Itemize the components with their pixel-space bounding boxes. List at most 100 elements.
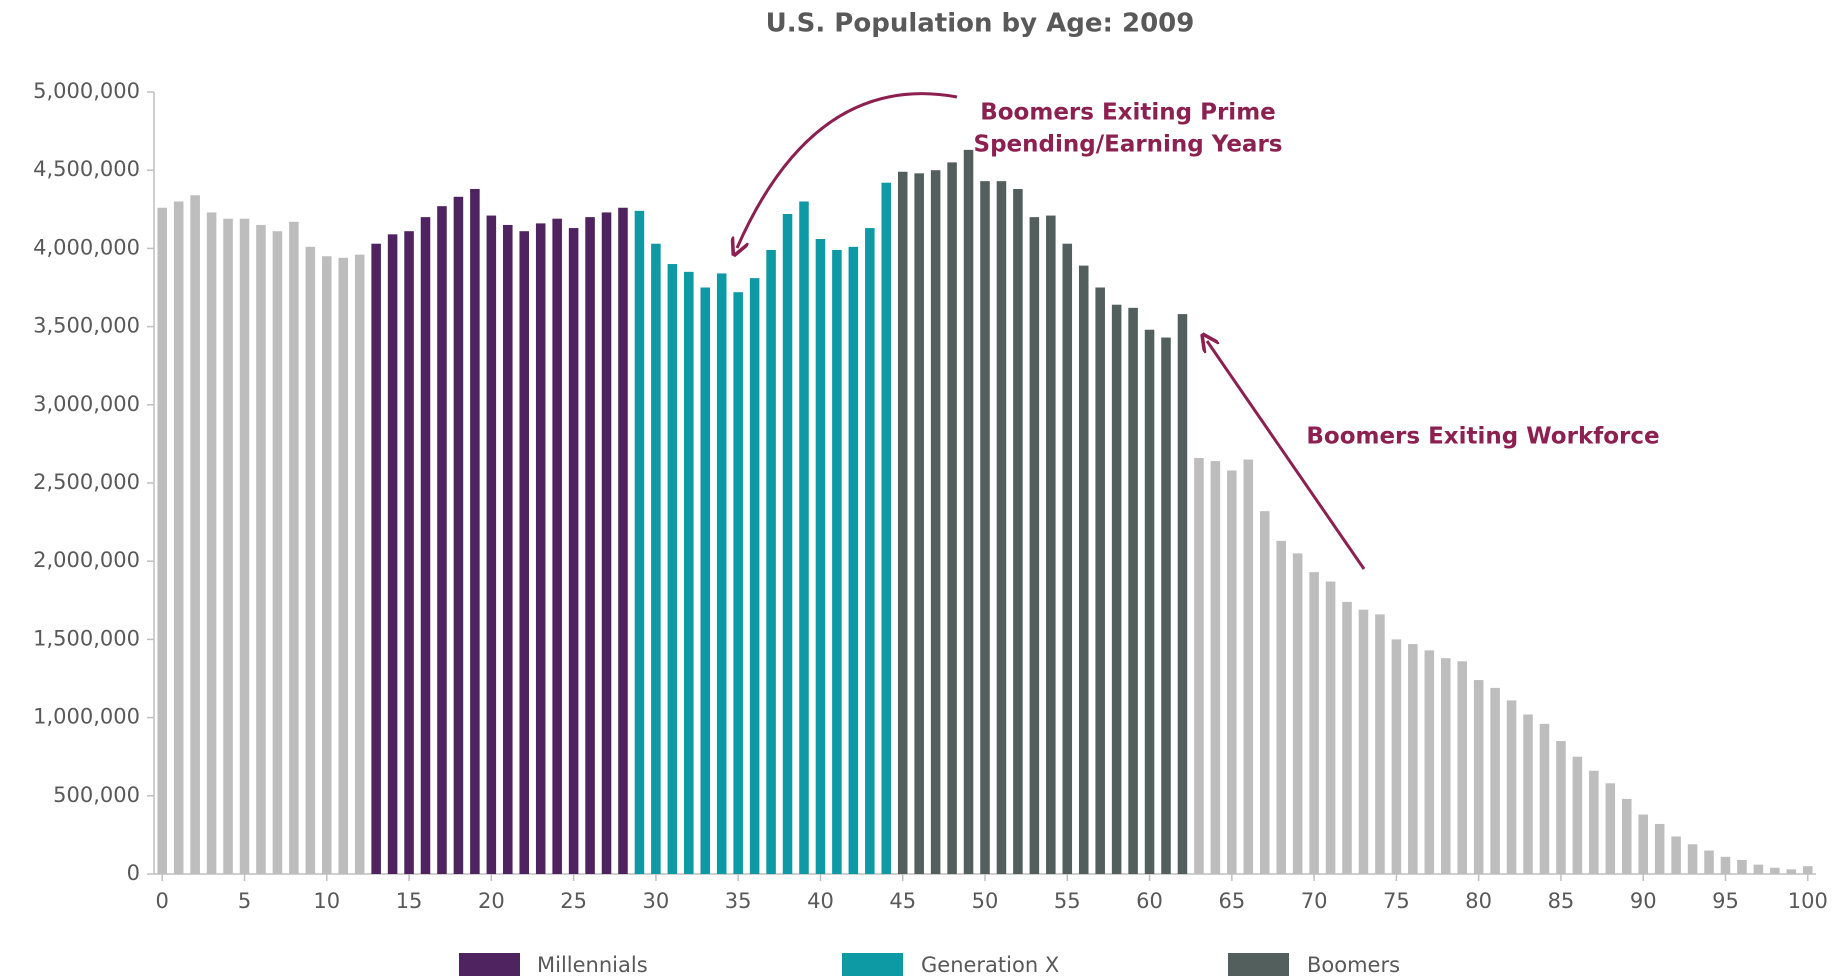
- bar: [420, 217, 431, 874]
- bar: [865, 228, 875, 874]
- bar: [1572, 756, 1583, 874]
- x-tick-label: 25: [560, 889, 587, 913]
- bar: [914, 173, 924, 874]
- bar: [404, 231, 414, 875]
- bar: [568, 228, 579, 874]
- x-tick-label: 50: [972, 889, 999, 913]
- bar: [947, 162, 957, 874]
- bar: [1144, 329, 1155, 874]
- bar: [1062, 243, 1073, 874]
- bar: [1720, 856, 1731, 874]
- annotation-arrow: [737, 92, 958, 248]
- bar: [799, 201, 809, 875]
- bar: [618, 207, 628, 875]
- bar: [1013, 188, 1023, 874]
- bar: [437, 206, 447, 874]
- x-tick-label: 95: [1712, 889, 1739, 913]
- x-tick-label: 10: [313, 889, 340, 913]
- bar: [1671, 836, 1681, 874]
- bar: [815, 239, 826, 875]
- x-tick-label: 55: [1054, 889, 1081, 913]
- x-tick-label: 75: [1383, 889, 1410, 913]
- bar: [667, 264, 678, 874]
- bar: [387, 234, 398, 875]
- y-tick-label: 5,000,000: [33, 79, 140, 103]
- bar: [1770, 867, 1780, 874]
- legend-label: Boomers: [1307, 953, 1400, 977]
- bar: [1375, 614, 1385, 874]
- bar: [1687, 844, 1698, 874]
- bar: [881, 182, 892, 874]
- bar: [963, 149, 974, 875]
- legend-swatch: [842, 953, 903, 976]
- bar: [1638, 814, 1648, 874]
- bar: [1440, 658, 1451, 874]
- bar: [1654, 823, 1665, 874]
- bar: [634, 210, 645, 874]
- bar: [1194, 457, 1204, 874]
- bar: [371, 243, 381, 874]
- bar: [1128, 307, 1138, 874]
- bar: [272, 231, 283, 875]
- bar: [1078, 265, 1089, 874]
- x-tick-label: 45: [889, 889, 916, 913]
- bar: [535, 223, 546, 875]
- bar: [338, 257, 349, 874]
- bar: [848, 246, 859, 874]
- bar: [1704, 850, 1714, 874]
- x-tick-label: 5: [238, 889, 251, 913]
- bar: [157, 207, 167, 875]
- bar: [1424, 650, 1435, 874]
- bar: [1309, 572, 1319, 874]
- bar: [1358, 609, 1369, 874]
- bar: [1490, 687, 1500, 874]
- x-tick-label: 30: [643, 889, 670, 913]
- bar: [1161, 337, 1171, 875]
- bar: [1095, 287, 1105, 874]
- bar: [1523, 714, 1533, 874]
- bar: [651, 243, 661, 874]
- y-tick-label: 2,500,000: [33, 470, 140, 494]
- bar: [1803, 866, 1813, 874]
- bar: [486, 215, 497, 874]
- bar: [190, 195, 200, 874]
- x-tick-label: 60: [1136, 889, 1163, 913]
- annotation: Boomers Exiting Workforce: [1306, 424, 1659, 450]
- bar: [1737, 859, 1747, 874]
- x-tick-label: 90: [1630, 889, 1657, 913]
- bar: [1605, 783, 1616, 874]
- bar: [305, 246, 316, 874]
- bar: [996, 181, 1007, 874]
- x-tick-label: 70: [1301, 889, 1328, 913]
- bar: [256, 224, 266, 874]
- bar: [749, 278, 760, 875]
- y-tick-label: 0: [127, 861, 140, 885]
- bar: [684, 271, 694, 874]
- bar: [733, 292, 743, 874]
- bar: [1292, 553, 1303, 874]
- bar: [782, 213, 793, 874]
- bar: [832, 249, 842, 875]
- x-tick-label: 85: [1548, 889, 1575, 913]
- x-tick-label: 0: [156, 889, 169, 913]
- legend-label: Generation X: [921, 953, 1059, 977]
- x-tick-label: 40: [807, 889, 834, 913]
- y-tick-label: 4,500,000: [33, 157, 140, 181]
- bar: [1786, 869, 1797, 874]
- annotation: Boomers Exiting Prime: [980, 100, 1276, 126]
- bar: [173, 201, 184, 875]
- x-tick-label: 35: [725, 889, 752, 913]
- bar: [980, 181, 990, 874]
- y-tick-label: 1,500,000: [33, 626, 140, 650]
- bar: [206, 212, 217, 875]
- y-tick-label: 3,000,000: [33, 392, 140, 416]
- bar: [1539, 723, 1550, 874]
- bar: [1506, 700, 1517, 874]
- bar: [453, 196, 464, 875]
- x-tick-label: 20: [478, 889, 505, 913]
- bar: [289, 221, 299, 874]
- bar: [1111, 304, 1122, 875]
- annotation: Spending/Earning Years: [974, 132, 1283, 158]
- bar: [766, 249, 776, 875]
